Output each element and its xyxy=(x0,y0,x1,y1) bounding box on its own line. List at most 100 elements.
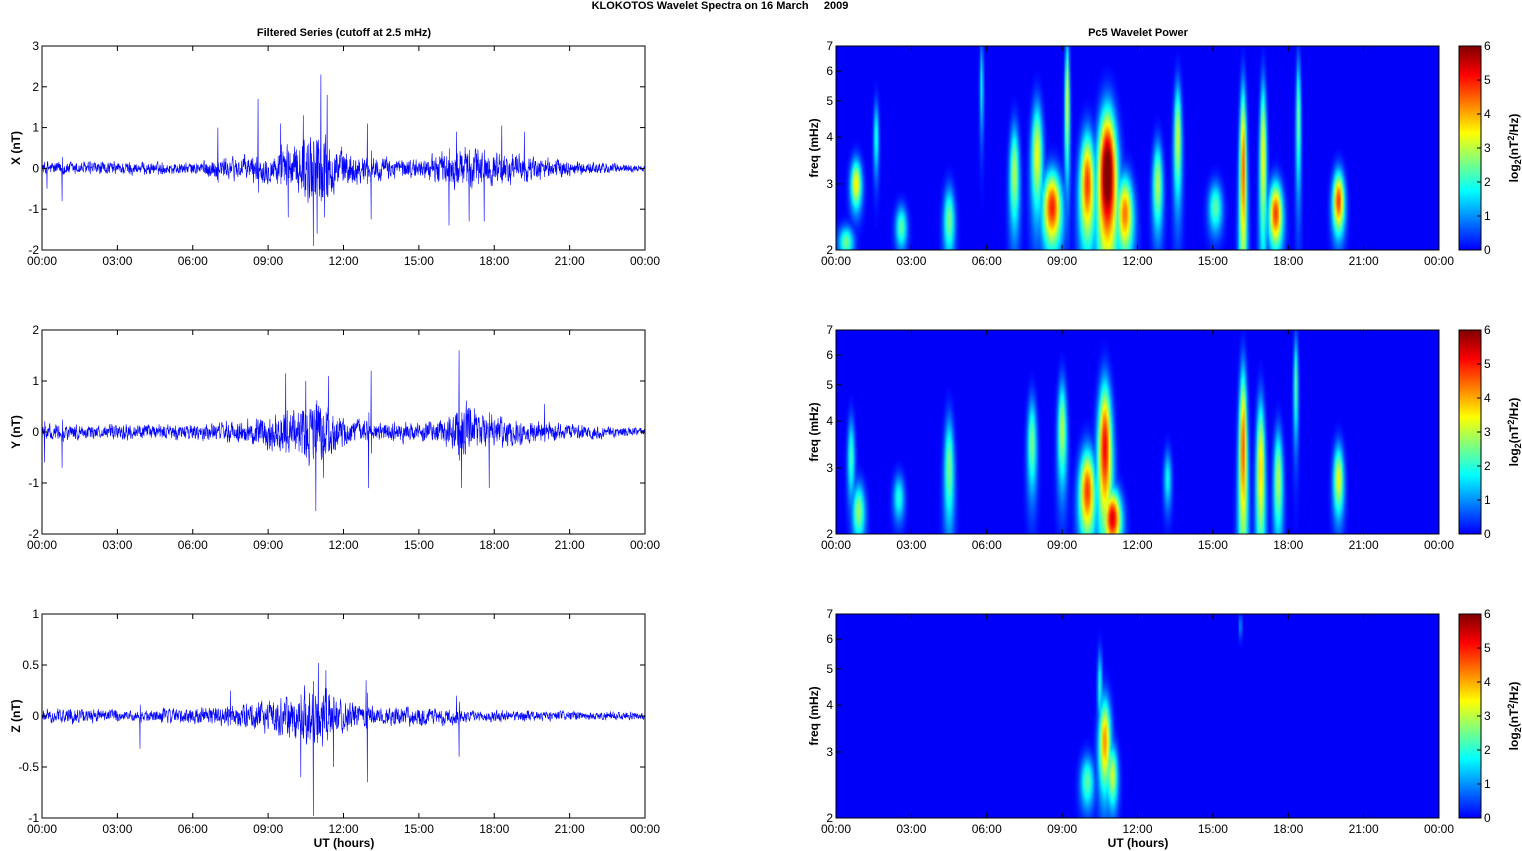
left-column-title: Filtered Series (cutoff at 2.5 mHz) xyxy=(257,27,432,39)
colorbar-tick-label: 0 xyxy=(1484,811,1491,825)
x-axis-label-left: UT (hours) xyxy=(314,836,375,850)
power-x-x-tick-label: 09:00 xyxy=(1047,254,1077,268)
series-z-x-tick-label: 09:00 xyxy=(253,822,283,836)
y-tick-label: -2 xyxy=(28,527,39,541)
series-y-x-tick-label: 12:00 xyxy=(328,538,358,552)
wavelet-power-heatmap xyxy=(836,614,1439,818)
y-tick-label: 5 xyxy=(826,94,833,108)
power-y-x-tick-label: 12:00 xyxy=(1122,538,1152,552)
colorbar-tick-label: 6 xyxy=(1484,39,1491,53)
colorbar-tick-label: 4 xyxy=(1484,107,1491,121)
power-z-x-tick-label: 12:00 xyxy=(1122,822,1152,836)
power-panel-z: 2 3 4 5 6 7 freq (mHz) 0 1 2 3 4 5 6 log2(nT2/Hz) xyxy=(807,607,1522,825)
figure-title: KLOKOTOS Wavelet Spectra on 16 March 200… xyxy=(592,0,849,12)
series-y-x-tick-label: 15:00 xyxy=(404,538,434,552)
colorbar-tick-label: 5 xyxy=(1484,641,1491,655)
colorbar-tick-label: 6 xyxy=(1484,323,1491,337)
y-tick-label: 6 xyxy=(826,348,833,362)
colorbar-x: 0 1 2 3 4 5 6 log2(nT2/Hz) xyxy=(1458,39,1522,257)
colorbar-tick-label: 0 xyxy=(1484,527,1491,541)
y-tick-label: 3 xyxy=(826,461,833,475)
power-z-x-tick-label: 15:00 xyxy=(1198,822,1228,836)
power-z-x-tick-label: 03:00 xyxy=(896,822,926,836)
series-y-x-tick-label: 09:00 xyxy=(253,538,283,552)
y-tick-label: 3 xyxy=(32,39,39,53)
colorbar-label: log2(nT2/Hz) xyxy=(1506,114,1522,183)
colorbar-tick-label: 1 xyxy=(1484,209,1491,223)
series-x-x-tick-label: 06:00 xyxy=(178,254,208,268)
y-tick-label: 2 xyxy=(32,323,39,337)
power-y-x-tick-label: 00:00 xyxy=(1424,538,1454,552)
series-y-x-tick-label: 00:00 xyxy=(27,538,57,552)
series-z-x-tick-label: 00:00 xyxy=(27,822,57,836)
power-panel-y: 2 3 4 5 6 7 freq (mHz) 0 1 2 3 4 5 6 log2(nT2/Hz) xyxy=(807,323,1522,541)
y-tick-label: 4 xyxy=(826,130,833,144)
colorbar-gradient xyxy=(1459,614,1481,818)
y-tick-label: 7 xyxy=(826,323,833,337)
power-y-x-tick-label: 03:00 xyxy=(896,538,926,552)
series-x-x-tick-label: 09:00 xyxy=(253,254,283,268)
series-panel-x: -2 -1 0 1 2 3 X (nT) xyxy=(9,39,646,257)
y-tick-label: 0 xyxy=(32,425,39,439)
power-z-x-tick-label: 18:00 xyxy=(1273,822,1303,836)
colorbar-tick-label: 5 xyxy=(1484,73,1491,87)
wavelet-power-heatmap xyxy=(836,330,1439,534)
series-x-x-tick-label: 00:00 xyxy=(630,254,660,268)
series-z-x-tick-label: 03:00 xyxy=(102,822,132,836)
y-axis-label: Z (nT) xyxy=(9,699,23,732)
y-tick-label: 3 xyxy=(826,177,833,191)
y-tick-label: 5 xyxy=(826,662,833,676)
power-x-x-tick-label: 00:00 xyxy=(1424,254,1454,268)
colorbar-tick-label: 1 xyxy=(1484,493,1491,507)
colorbar-tick-label: 1 xyxy=(1484,777,1491,791)
wavelet-power-heatmap xyxy=(836,46,1439,250)
y-axis-label: freq (mHz) xyxy=(807,118,821,177)
series-panel-z: -1 -0.5 0 0.5 1 Z (nT) xyxy=(9,607,646,825)
series-x-x-tick-label: 03:00 xyxy=(102,254,132,268)
series-z-x-tick-label: 21:00 xyxy=(555,822,585,836)
power-y-x-tick-label: 15:00 xyxy=(1198,538,1228,552)
colorbar-gradient xyxy=(1459,46,1481,250)
power-y-x-tick-label: 21:00 xyxy=(1349,538,1379,552)
power-x-x-tick-label: 21:00 xyxy=(1349,254,1379,268)
colorbar-tick-label: 4 xyxy=(1484,391,1491,405)
y-tick-label: 7 xyxy=(826,39,833,53)
power-x-x-tick-label: 18:00 xyxy=(1273,254,1303,268)
power-x-x-tick-label: 15:00 xyxy=(1198,254,1228,268)
series-z-x-tick-label: 15:00 xyxy=(404,822,434,836)
y-tick-label: 2 xyxy=(826,243,833,257)
series-y-x-tick-label: 21:00 xyxy=(555,538,585,552)
power-x-x-tick-label: 03:00 xyxy=(896,254,926,268)
x-axis-label-right: UT (hours) xyxy=(1108,836,1169,850)
power-z-x-tick-label: 21:00 xyxy=(1349,822,1379,836)
y-tick-label: 2 xyxy=(826,811,833,825)
y-tick-label: 2 xyxy=(32,80,39,94)
colorbar-tick-label: 5 xyxy=(1484,357,1491,371)
series-y-x-tick-label: 00:00 xyxy=(630,538,660,552)
power-x-x-tick-label: 12:00 xyxy=(1122,254,1152,268)
colorbar-label: log2(nT2/Hz) xyxy=(1506,398,1522,467)
y-tick-label: 0.5 xyxy=(22,658,39,672)
y-tick-label: -2 xyxy=(28,243,39,257)
series-z-x-tick-label: 06:00 xyxy=(178,822,208,836)
y-tick-label: -1 xyxy=(28,202,39,216)
colorbar-z: 0 1 2 3 4 5 6 log2(nT2/Hz) xyxy=(1458,607,1522,825)
y-tick-label: 6 xyxy=(826,632,833,646)
y-axis-label: X (nT) xyxy=(9,131,23,165)
series-y-x-tick-label: 03:00 xyxy=(102,538,132,552)
power-x-x-tick-label: 00:00 xyxy=(821,254,851,268)
y-tick-label: 7 xyxy=(826,607,833,621)
series-z-x-tick-label: 18:00 xyxy=(479,822,509,836)
y-tick-label: -0.5 xyxy=(18,760,39,774)
colorbar-tick-label: 6 xyxy=(1484,607,1491,621)
series-x-x-tick-label: 15:00 xyxy=(404,254,434,268)
series-x-x-tick-label: 12:00 xyxy=(328,254,358,268)
colorbar-tick-label: 2 xyxy=(1484,175,1491,189)
power-panel-x: 2 3 4 5 6 7 freq (mHz) 0 1 2 3 4 5 6 log2(nT2/Hz) xyxy=(807,39,1522,257)
plot-area xyxy=(42,330,645,534)
y-tick-label: -1 xyxy=(28,811,39,825)
colorbar-tick-label: 3 xyxy=(1484,141,1491,155)
series-y-x-tick-label: 18:00 xyxy=(479,538,509,552)
power-x-x-tick-label: 06:00 xyxy=(972,254,1002,268)
y-tick-label: 4 xyxy=(826,414,833,428)
